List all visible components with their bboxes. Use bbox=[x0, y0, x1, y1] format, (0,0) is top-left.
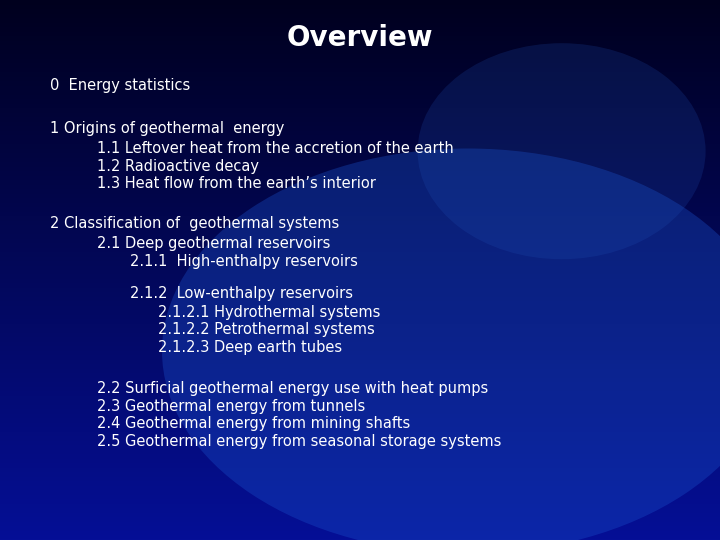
Text: 1.3 Heat flow from the earth’s interior: 1.3 Heat flow from the earth’s interior bbox=[97, 176, 376, 191]
Ellipse shape bbox=[162, 148, 720, 540]
Text: 2.1.1  High-enthalpy reservoirs: 2.1.1 High-enthalpy reservoirs bbox=[130, 254, 357, 269]
Text: 2.5 Geothermal energy from seasonal storage systems: 2.5 Geothermal energy from seasonal stor… bbox=[97, 434, 502, 449]
Text: 2.1.2  Low-enthalpy reservoirs: 2.1.2 Low-enthalpy reservoirs bbox=[130, 286, 353, 301]
Text: 2 Classification of  geothermal systems: 2 Classification of geothermal systems bbox=[50, 216, 340, 231]
Text: 2.3 Geothermal energy from tunnels: 2.3 Geothermal energy from tunnels bbox=[97, 399, 366, 414]
Text: 1 Origins of geothermal  energy: 1 Origins of geothermal energy bbox=[50, 122, 285, 137]
Text: 2.1.2.3 Deep earth tubes: 2.1.2.3 Deep earth tubes bbox=[158, 340, 343, 355]
Text: Overview: Overview bbox=[287, 24, 433, 52]
Text: 0  Energy statistics: 0 Energy statistics bbox=[50, 78, 191, 93]
Text: 1.1 Leftover heat from the accretion of the earth: 1.1 Leftover heat from the accretion of … bbox=[97, 141, 454, 157]
Ellipse shape bbox=[418, 43, 706, 259]
Text: 2.2 Surficial geothermal energy use with heat pumps: 2.2 Surficial geothermal energy use with… bbox=[97, 381, 488, 396]
Text: 2.1.2.2 Petrothermal systems: 2.1.2.2 Petrothermal systems bbox=[158, 322, 375, 338]
Text: 2.1.2.1 Hydrothermal systems: 2.1.2.1 Hydrothermal systems bbox=[158, 305, 381, 320]
Text: 1.2 Radioactive decay: 1.2 Radioactive decay bbox=[97, 159, 259, 174]
Text: 2.4 Geothermal energy from mining shafts: 2.4 Geothermal energy from mining shafts bbox=[97, 416, 410, 431]
Text: 2.1 Deep geothermal reservoirs: 2.1 Deep geothermal reservoirs bbox=[97, 236, 330, 251]
